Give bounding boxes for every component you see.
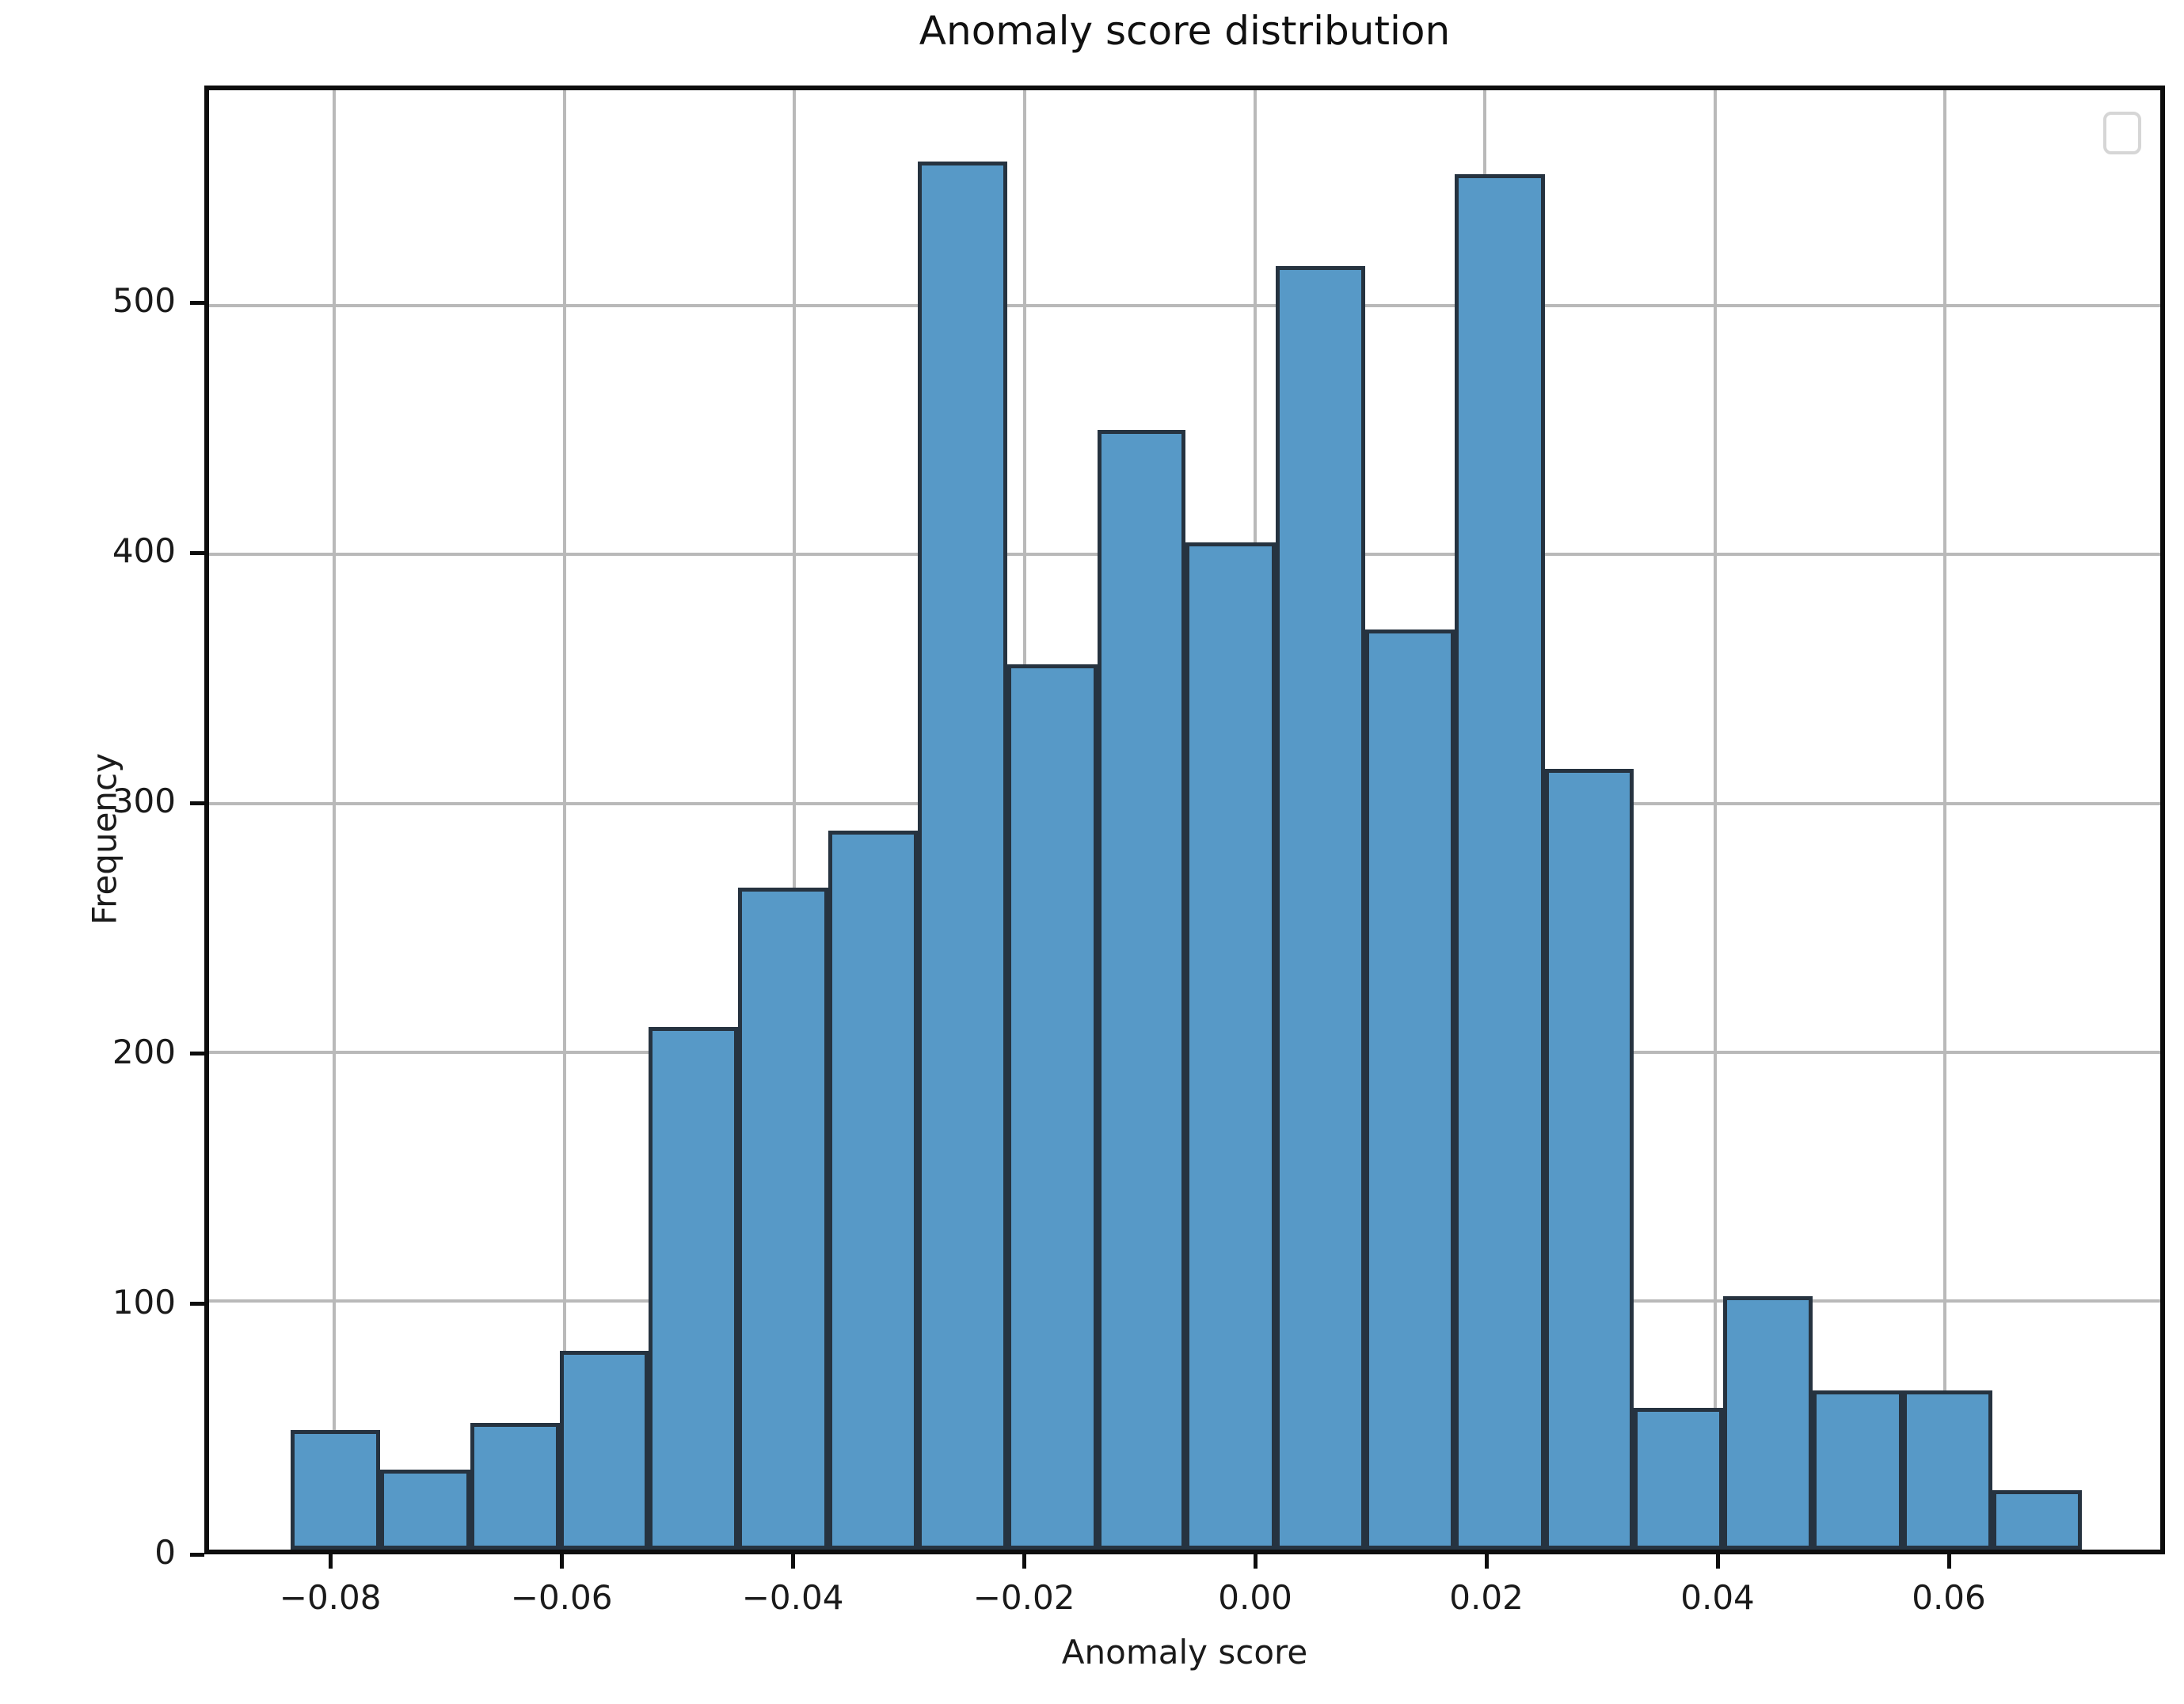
histogram-bar	[1722, 1295, 1813, 1550]
x-tick-label: 0.04	[1680, 1578, 1755, 1617]
y-tick-mark	[190, 300, 204, 305]
x-tick-mark	[329, 1554, 333, 1569]
x-tick-label: −0.04	[741, 1578, 844, 1617]
y-tick-mark	[190, 550, 204, 555]
histogram-bar	[560, 1350, 649, 1550]
x-tick-mark	[1946, 1554, 1951, 1569]
histogram-bar	[1365, 629, 1455, 1550]
histogram-bar	[1455, 173, 1545, 1550]
v-gridline	[1943, 90, 1947, 1550]
x-tick-mark	[560, 1554, 565, 1569]
x-axis-ticks: −0.08 −0.06 −0.04 −0.02 0.00 0.02 0.04 0.06	[204, 1554, 2165, 1649]
y-tick-label: 100	[112, 1282, 176, 1322]
x-tick-label: −0.08	[279, 1578, 382, 1617]
chart-title: Anomaly score distribution	[919, 8, 1451, 54]
plot-inner	[209, 90, 2160, 1550]
histogram-bar	[1185, 542, 1276, 1550]
v-gridline	[562, 90, 566, 1550]
histogram-bar	[1097, 430, 1186, 1550]
v-gridline	[1713, 90, 1717, 1550]
v-gridline	[333, 90, 337, 1550]
x-tick-label: 0.06	[1912, 1578, 1986, 1617]
legend-box	[2103, 112, 2141, 154]
y-tick-mark	[190, 1052, 204, 1056]
v-gridline	[793, 90, 797, 1550]
histogram-bar	[1902, 1390, 1992, 1550]
x-tick-mark	[1022, 1554, 1027, 1569]
x-axis-label: Anomaly score	[1061, 1633, 1308, 1672]
y-axis-label: Frequency	[85, 753, 124, 925]
y-axis-ticks: 0 100 200 300 400 500	[0, 86, 204, 1572]
histogram-bar	[738, 888, 828, 1550]
y-tick-mark	[190, 1302, 204, 1307]
x-tick-mark	[791, 1554, 796, 1569]
y-tick-label: 500	[112, 281, 176, 321]
histogram-bar	[1633, 1407, 1723, 1550]
y-tick-label: 200	[112, 1032, 176, 1071]
x-tick-label: −0.06	[510, 1578, 613, 1617]
histogram-bar	[917, 162, 1008, 1550]
x-tick-label: 0.00	[1218, 1578, 1292, 1617]
histogram-bar	[828, 831, 918, 1550]
histogram-bar	[1992, 1489, 2083, 1550]
y-tick-label: 300	[112, 782, 176, 821]
histogram-bar	[1007, 664, 1098, 1550]
x-tick-label: 0.02	[1449, 1578, 1524, 1617]
y-tick-mark	[190, 1552, 204, 1557]
x-tick-mark	[1716, 1554, 1721, 1569]
x-tick-mark	[1254, 1554, 1258, 1569]
x-tick-mark	[1485, 1554, 1490, 1569]
y-tick-label: 0	[154, 1533, 176, 1572]
histogram-bar	[470, 1422, 561, 1550]
x-tick-label: −0.02	[972, 1578, 1075, 1617]
y-tick-label: 400	[112, 531, 176, 571]
histogram-bar	[291, 1430, 381, 1550]
histogram-bar	[1813, 1390, 1903, 1550]
y-tick-mark	[190, 801, 204, 805]
histogram-bar	[1275, 266, 1366, 1550]
histogram-bar	[1544, 768, 1634, 1550]
histogram-bar	[648, 1027, 739, 1550]
h-gridline	[209, 304, 2160, 308]
plot-area	[204, 86, 2165, 1554]
histogram-bar	[380, 1470, 470, 1550]
